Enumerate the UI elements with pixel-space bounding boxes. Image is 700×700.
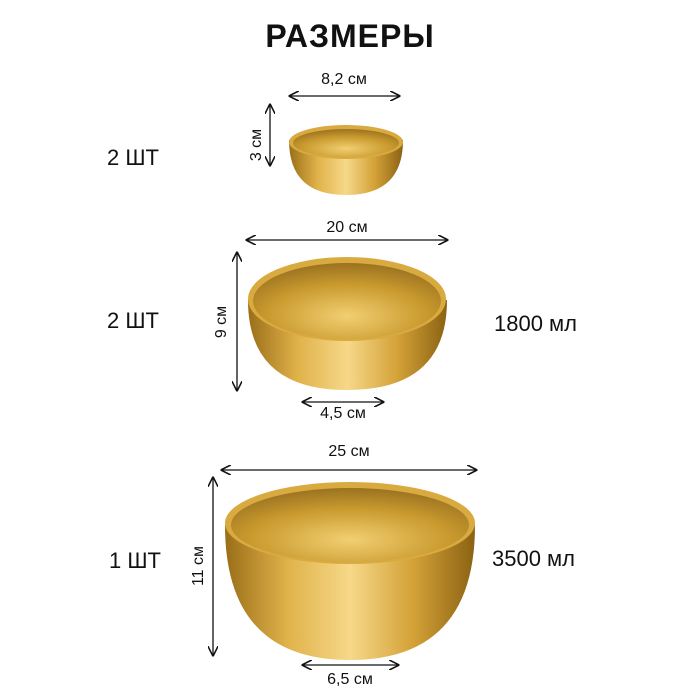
large-diameter-label: 25 см [328, 443, 370, 460]
large-volume-label: 3500 мл [492, 546, 576, 571]
medium-volume-label: 1800 мл [494, 311, 578, 336]
small-height-label: 3 см [248, 128, 265, 162]
page-title: РАЗМЕРЫ [265, 18, 435, 54]
large-quantity-label: 1 ШТ [109, 548, 161, 573]
bowl-medium [248, 257, 447, 390]
large-height-label: 11 см [190, 545, 207, 587]
small-quantity-label: 2 ШТ [107, 145, 159, 170]
medium-base-label: 4,5 см [320, 405, 366, 422]
small-diameter-label: 8,2 см [321, 71, 367, 88]
bowl-large [225, 482, 475, 660]
bowl-small [289, 125, 403, 195]
large-base-label: 6,5 см [327, 671, 373, 688]
medium-diameter-label: 20 см [326, 219, 368, 236]
medium-quantity-label: 2 ШТ [107, 308, 159, 333]
medium-height-label: 9 см [213, 305, 230, 339]
